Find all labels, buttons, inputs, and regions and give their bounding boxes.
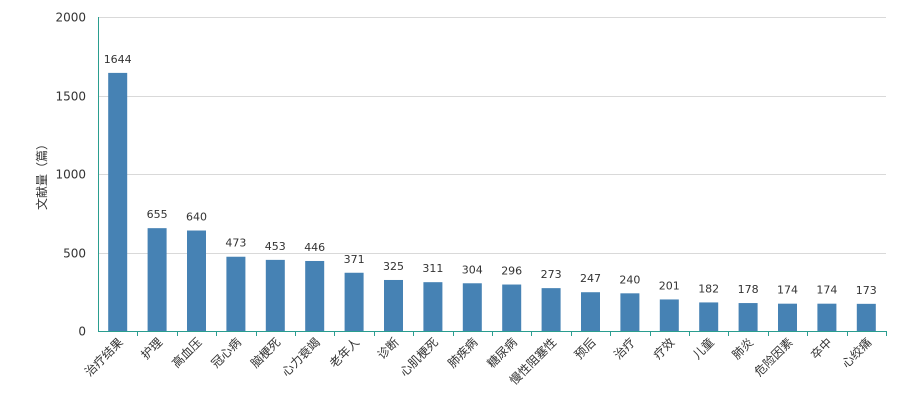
category-label: 脑梗死 (247, 335, 283, 371)
axes (98, 17, 887, 336)
data-label: 640 (186, 211, 207, 224)
data-label: 240 (619, 273, 640, 286)
data-label: 655 (147, 208, 168, 221)
y-tick-label: 1000 (55, 168, 86, 182)
bar (502, 284, 522, 331)
category-labels: 治疗结果 护理 高血压 冠心病 脑梗死心力衰竭 老年人 诊断心肌梗死 肺疾病 糖尿病慢性阻塞性预… (82, 335, 874, 388)
category-label: 预后 (572, 335, 599, 362)
bar (620, 293, 640, 331)
bar (423, 282, 443, 331)
category-label: 肺疾病 (444, 335, 480, 371)
data-label: 178 (738, 283, 759, 296)
data-label: 201 (659, 279, 680, 292)
data-label: 273 (541, 268, 562, 281)
category-label: 治疗结果 (82, 335, 126, 379)
category-label: 卒中 (807, 335, 835, 363)
y-tick-labels: 0 500 1000 1500 2000 (55, 11, 86, 339)
data-label: 174 (777, 284, 798, 297)
data-label: 304 (462, 263, 483, 276)
data-labels: 1644 655 640 473 453 446 371 325 311 304 296 273 247… (104, 53, 877, 297)
bar (147, 228, 167, 331)
y-axis-title: 文献量（篇） (34, 138, 49, 210)
bar (581, 292, 600, 331)
category-label: 危险因素 (751, 335, 796, 380)
data-label: 1644 (104, 53, 132, 66)
bar (226, 256, 246, 331)
y-tick-label: 1500 (55, 90, 86, 104)
data-label: 311 (422, 262, 443, 275)
bar (462, 283, 482, 331)
bar (344, 272, 364, 331)
bar (856, 303, 876, 331)
bar (699, 302, 719, 331)
bar (738, 303, 758, 331)
category-label: 心肌梗死 (396, 335, 441, 380)
grid-lines (98, 17, 886, 254)
category-label: 老年人 (327, 335, 362, 370)
category-label: 冠心病 (208, 335, 244, 371)
data-label: 453 (265, 240, 286, 253)
category-label: 糖尿病 (484, 335, 520, 371)
category-label: 肺炎 (729, 335, 756, 362)
category-label: 儿童 (689, 335, 717, 363)
y-tick-label: 2000 (55, 11, 86, 25)
bar (541, 288, 561, 331)
data-label: 296 (501, 265, 522, 278)
bar (659, 299, 679, 331)
category-label: 高血压 (169, 335, 205, 371)
category-label: 心力衰竭 (278, 335, 323, 380)
bar (305, 260, 325, 331)
data-label: 371 (344, 253, 365, 266)
bar (108, 72, 128, 331)
y-tick-label: 500 (63, 247, 86, 261)
category-label: 诊断 (374, 335, 402, 363)
data-label: 173 (856, 284, 877, 297)
bar (384, 279, 403, 331)
data-label: 174 (816, 284, 837, 297)
data-label: 446 (304, 241, 325, 254)
bars (108, 72, 876, 331)
category-label: 心绞痛 (838, 335, 874, 371)
category-label: 疗效 (650, 335, 678, 363)
bar (265, 259, 285, 331)
data-label: 247 (580, 272, 601, 285)
category-label: 治疗 (611, 335, 638, 362)
category-label: 护理 (138, 335, 165, 362)
bar (817, 303, 837, 331)
data-label: 182 (698, 282, 719, 295)
y-tick-label: 0 (78, 325, 86, 339)
data-label: 473 (225, 237, 246, 250)
bar (778, 303, 797, 331)
bar (187, 230, 206, 331)
data-label: 325 (383, 260, 404, 273)
